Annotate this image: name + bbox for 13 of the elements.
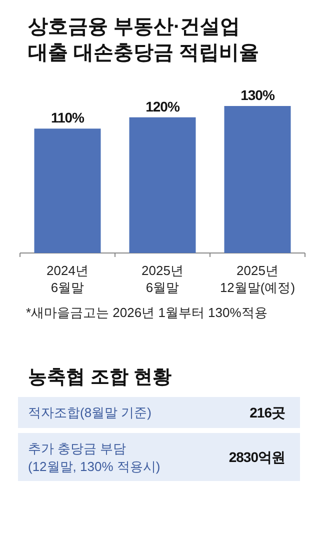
data-label: 130%	[240, 87, 276, 103]
x-tick-label: 2024년 6월말	[46, 263, 88, 295]
data-label: 120%	[146, 98, 180, 114]
text: 농축협 조합 현황	[28, 367, 172, 388]
chart-title: 상호금융 부동산·건설업 대출 대손충당금 적립비율	[28, 16, 260, 64]
x-tick-label: 2025년 12월말(예정)	[220, 263, 296, 295]
text: *새마을금고는 2026년 1월부터 130%적용	[26, 305, 268, 320]
text: 216곳	[250, 404, 286, 420]
x-tick-label: 2025년 6월말	[142, 263, 184, 295]
text: 적자조합(8월말 기준)	[28, 405, 152, 420]
text: 2830억원	[228, 449, 285, 465]
data-label: 110%	[50, 110, 86, 126]
text: 추가 충당금 부담 (12월말, 130% 적용시)	[28, 441, 160, 474]
